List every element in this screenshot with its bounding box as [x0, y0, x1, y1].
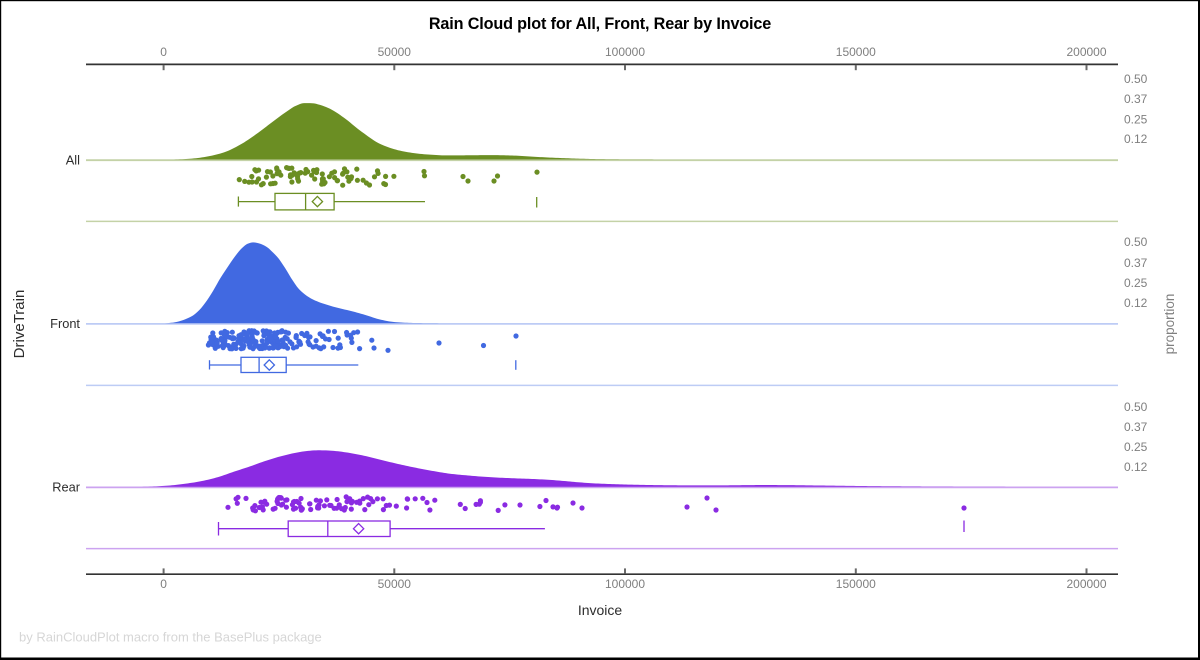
svg-text:0.50: 0.50	[1124, 235, 1148, 249]
svg-text:0.25: 0.25	[1124, 276, 1148, 290]
svg-text:Rain Cloud plot for All, Front: Rain Cloud plot for All, Front, Rear by …	[429, 15, 771, 33]
svg-text:0.50: 0.50	[1124, 72, 1148, 86]
svg-text:0: 0	[160, 577, 167, 591]
svg-text:100000: 100000	[605, 577, 645, 591]
svg-text:All: All	[66, 152, 80, 167]
svg-text:0.12: 0.12	[1124, 132, 1148, 146]
svg-text:50000: 50000	[378, 45, 412, 59]
svg-text:200000: 200000	[1066, 577, 1106, 591]
svg-text:100000: 100000	[605, 45, 645, 59]
svg-text:proportion: proportion	[1162, 294, 1177, 355]
svg-text:150000: 150000	[836, 45, 876, 59]
svg-text:0.25: 0.25	[1124, 440, 1148, 454]
svg-text:Invoice: Invoice	[578, 602, 623, 618]
svg-text:0.25: 0.25	[1124, 112, 1148, 126]
svg-text:0.37: 0.37	[1124, 420, 1148, 434]
svg-text:Rear: Rear	[52, 479, 80, 494]
svg-text:by RainCloudPlot macro from th: by RainCloudPlot macro from the BasePlus…	[19, 630, 322, 645]
svg-text:150000: 150000	[836, 577, 876, 591]
svg-text:0.37: 0.37	[1124, 256, 1148, 270]
svg-text:0.37: 0.37	[1124, 92, 1148, 106]
svg-text:0.12: 0.12	[1124, 296, 1148, 310]
svg-text:Front: Front	[50, 316, 80, 331]
svg-text:50000: 50000	[378, 577, 412, 591]
svg-text:DriveTrain: DriveTrain	[11, 290, 28, 359]
svg-text:0: 0	[160, 45, 167, 59]
svg-text:200000: 200000	[1066, 45, 1106, 59]
svg-text:0.12: 0.12	[1124, 460, 1148, 474]
svg-text:0.50: 0.50	[1124, 400, 1148, 414]
